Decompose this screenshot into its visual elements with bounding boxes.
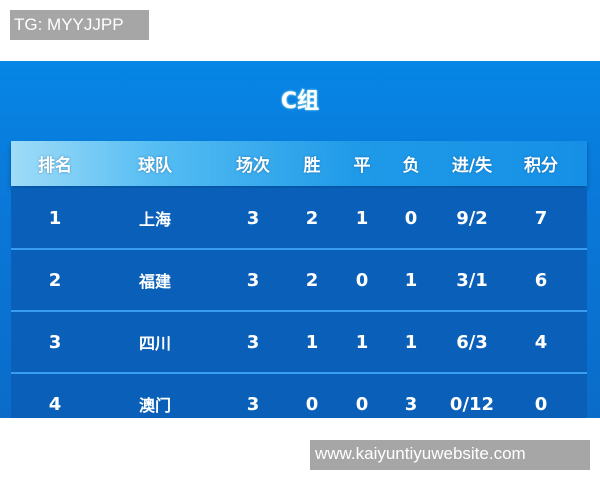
- table-cell: 1: [355, 331, 369, 353]
- column-header: 排名: [38, 156, 72, 176]
- table-cell: 4: [48, 393, 62, 415]
- table-cell: 2: [305, 207, 319, 229]
- watermark-top: TG: MYYJJPP: [10, 10, 149, 40]
- team-name: 澳门: [138, 396, 172, 415]
- table-cell: 3: [246, 207, 260, 229]
- standings-table: 排名 球队 场次 胜 平 负 进/失 积分 1 上海 3 2 1 0 9/2 7 2 福建 3 2 0 1 3/1 6 3 四川…: [11, 141, 587, 418]
- table-cell: 2: [305, 269, 319, 291]
- table-cell: 6/3: [456, 331, 488, 353]
- table-cell: 0/12: [449, 393, 495, 415]
- team-name: 上海: [138, 210, 172, 229]
- group-title: C组: [280, 89, 320, 114]
- table-row: 4 澳门 3 0 0 3 0/12 0: [11, 372, 587, 418]
- column-header: 平: [353, 156, 371, 176]
- table-row: 2 福建 3 2 0 1 3/1 6: [11, 248, 587, 310]
- table-cell: 4: [534, 331, 548, 353]
- table-row: 1 上海 3 2 1 0 9/2 7: [11, 188, 587, 248]
- table-cell: 6: [534, 269, 548, 291]
- table-cell: 2: [48, 269, 62, 291]
- table-cell: 1: [305, 331, 319, 353]
- column-header: 负: [402, 156, 420, 176]
- column-header: 场次: [236, 156, 270, 176]
- table-cell: 9/2: [456, 207, 488, 229]
- table-cell: 0: [404, 207, 418, 229]
- column-header: 球队: [138, 156, 172, 176]
- standings-panel: C组 排名 球队 场次 胜 平 负 进/失 积分 1 上海 3 2 1 0 9/2 7 2 福建 3 2 0 1 3/1 6…: [0, 61, 600, 418]
- team-name: 福建: [138, 272, 172, 291]
- table-cell: 3: [404, 393, 418, 415]
- column-header: 进/失: [451, 156, 493, 176]
- table-cell: 0: [355, 393, 369, 415]
- table-cell: 3/1: [456, 269, 488, 291]
- table-cell: 7: [534, 207, 548, 229]
- team-name: 四川: [138, 334, 172, 353]
- table-cell: 1: [48, 207, 62, 229]
- table-cell: 0: [534, 393, 548, 415]
- watermark-bottom: www.kaiyuntiyuwebsite.com: [310, 440, 590, 470]
- table-cell: 3: [48, 331, 62, 353]
- table-row: 3 四川 3 1 1 1 6/3 4: [11, 310, 587, 372]
- table-cell: 3: [246, 269, 260, 291]
- table-cell: 1: [404, 331, 418, 353]
- table-cell: 3: [246, 393, 260, 415]
- column-header: 积分: [524, 156, 558, 176]
- table-cell: 0: [355, 269, 369, 291]
- table-cell: 3: [246, 331, 260, 353]
- table-header: 排名 球队 场次 胜 平 负 进/失 积分: [11, 141, 587, 186]
- table-cell: 1: [404, 269, 418, 291]
- table-cell: 0: [305, 393, 319, 415]
- table-cell: 1: [355, 207, 369, 229]
- column-header: 胜: [303, 156, 321, 176]
